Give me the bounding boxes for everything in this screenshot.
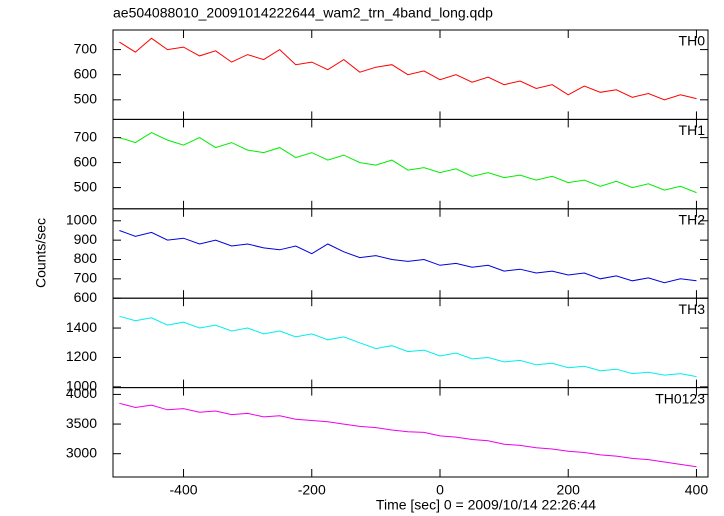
y-axis-label: Counts/sec (33, 218, 49, 288)
y-tick-label: 800 (74, 250, 98, 266)
x-tick-label: 0 (436, 482, 444, 498)
y-tick-label: 3000 (66, 444, 97, 460)
y-tick-label: 500 (74, 178, 98, 194)
y-tick-label: 3500 (66, 415, 97, 431)
panel-label: TH3 (679, 301, 706, 317)
panel-frame (112, 297, 709, 389)
y-tick-label: 700 (74, 40, 98, 56)
panel-frame (112, 118, 709, 210)
chart-title: ae504088010_20091014222644_wam2_trn_4ban… (113, 5, 493, 21)
series-line (119, 402, 697, 468)
panel-label: TH2 (679, 212, 706, 228)
panel-frame (112, 387, 709, 478)
y-tick-label: 700 (74, 270, 98, 286)
panel-label: TH0 (679, 33, 706, 49)
x-tick-label: 200 (557, 482, 581, 498)
y-tick-label: 1400 (66, 319, 97, 335)
y-tick-label: 1000 (66, 212, 97, 228)
panel-frame (112, 29, 709, 120)
y-tick-label: 900 (74, 231, 98, 247)
x-tick-label: -400 (170, 482, 198, 498)
panel-label: TH1 (679, 122, 706, 138)
y-tick-label: 1000 (66, 378, 97, 394)
y-tick-label: 600 (74, 153, 98, 169)
series-line (119, 315, 697, 378)
series-line (119, 132, 697, 194)
panel-label: TH0123 (655, 390, 705, 406)
panel-frame (112, 208, 709, 299)
x-tick-label: 400 (685, 482, 709, 498)
y-tick-label: 4000 (66, 385, 97, 401)
y-tick-label: 1200 (66, 348, 97, 364)
y-tick-label: 500 (74, 91, 98, 107)
x-axis-label: Time [sec] 0 = 2009/10/14 22:26:44 (376, 497, 596, 513)
y-tick-label: 700 (74, 128, 98, 144)
series-line (119, 37, 697, 101)
x-tick-label: -200 (298, 482, 326, 498)
series-line (119, 230, 697, 284)
y-tick-label: 600 (74, 65, 98, 81)
y-tick-label: 600 (74, 289, 98, 305)
